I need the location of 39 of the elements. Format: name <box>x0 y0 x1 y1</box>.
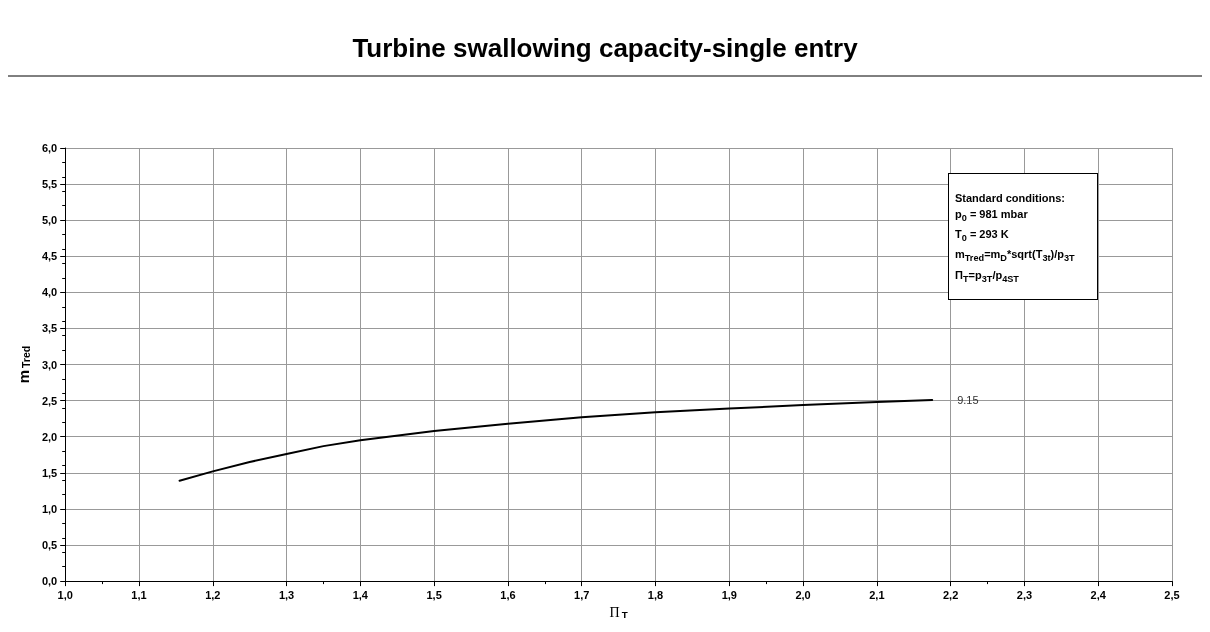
y-tick-label: 5,5 <box>41 178 58 191</box>
x-tick-label: 2,5 <box>1164 588 1180 601</box>
x-tick-label: 1,2 <box>205 588 221 601</box>
x-tick-label: 1,6 <box>500 588 516 601</box>
y-tick-label: 4,5 <box>41 250 58 263</box>
y-axis-title: mTred <box>15 345 32 384</box>
annotation: T$_{0}$ = 293 K <box>955 227 1010 246</box>
x-axis-title: ΠT <box>609 604 628 620</box>
x-tick-label: 2,1 <box>869 588 885 601</box>
x-tick-label: 2,4 <box>1090 588 1107 601</box>
text: 9.15 <box>957 393 979 406</box>
y-tick-label: 3,0 <box>41 358 58 371</box>
y-tick-label: 4,0 <box>41 286 58 299</box>
x-tick-label: 2,0 <box>795 588 811 601</box>
x-tick-label: 2,3 <box>1016 588 1033 601</box>
x-tick-label: 1,3 <box>278 588 295 601</box>
y-tick-label: 2,5 <box>41 394 58 407</box>
x-tick-label: 2,2 <box>942 588 959 601</box>
x-tick-label: 1,5 <box>426 588 442 601</box>
y-tick-label: 1,5 <box>41 466 58 479</box>
annotation: Standard conditions: <box>955 191 1066 206</box>
y-tick-label: 0,0 <box>41 575 58 588</box>
y-tick-label: 1,0 <box>41 502 58 515</box>
x-tick-label: 1,8 <box>647 588 664 601</box>
x-tick-label: 1,1 <box>131 588 147 601</box>
annotation: Π$_{T}$=p$_{3T}$/p$_{4ST}$ <box>955 267 1020 286</box>
chart-title: Turbine swallowing capacity-single entry <box>352 33 859 63</box>
x-tick-label: 1,7 <box>574 588 590 601</box>
y-tick-label: 6,0 <box>41 142 58 154</box>
annotation: m$_{Tred}$=m$_{D}$*sqrt(T$_{3t}$)/p$_{3T}$ <box>955 247 1076 266</box>
y-tick-label: 3,5 <box>41 322 58 335</box>
x-tick-label: 1,9 <box>721 588 737 601</box>
annotation: p$_{0}$ = 981 mbar <box>955 207 1029 226</box>
y-tick-label: 2,0 <box>41 430 58 443</box>
y-tick-label: 0,5 <box>41 539 58 552</box>
y-tick-label: 5,0 <box>41 214 58 227</box>
x-tick-label: 1,0 <box>57 588 73 601</box>
line-series <box>178 398 934 482</box>
x-tick-label: 1,4 <box>352 588 369 601</box>
